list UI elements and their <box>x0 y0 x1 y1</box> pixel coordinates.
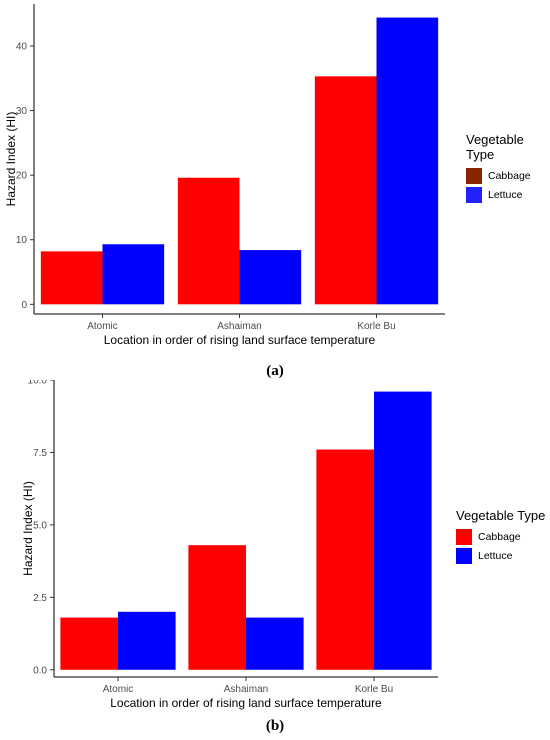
legend-swatch-cabbage <box>456 528 472 545</box>
y-tick-label: 10 <box>16 235 28 246</box>
bar-cabbage-korle-bu <box>314 76 377 305</box>
legend-item-cabbage: Cabbage <box>466 166 550 185</box>
y-tick-label: 10.0 <box>28 380 48 387</box>
y-tick-label: 40 <box>16 41 28 52</box>
bar-lettuce-atomic <box>118 611 176 670</box>
legend-item-lettuce: Lettuce <box>456 546 545 565</box>
bar-lettuce-ashaiman <box>246 617 304 670</box>
bar-chart-a: 0 10 20 30 40 Atomic Ashaiman Korle BuLocation … <box>4 4 445 347</box>
legend-label-cabbage: Cabbage <box>488 169 531 182</box>
legend-label-lettuce: Lettuce <box>488 188 523 201</box>
caption-a: (a) <box>266 363 284 379</box>
legend-label-lettuce: Lettuce <box>478 549 513 562</box>
bar-chart-b: 0.0 2.5 5.0 7.5 10.0 Atomic Ashaiman Korle BuLo… <box>21 380 438 710</box>
legend-title: Vegetable Type <box>456 508 546 523</box>
y-tick-label: 0 <box>21 300 27 311</box>
bar-cabbage-korle-bu <box>316 449 374 670</box>
bar-cabbage-atomic <box>60 617 118 670</box>
y-tick-label: 0.0 <box>33 665 47 676</box>
legend-title: Vegetable Type <box>466 132 524 162</box>
legend-swatch-lettuce <box>456 547 472 564</box>
x-axis-title: Location in order of rising land surface… <box>110 696 382 710</box>
x-tick-label: Atomic <box>103 684 134 695</box>
bar-lettuce-korle-bu <box>376 17 439 305</box>
y-tick-label: 7.5 <box>33 448 47 459</box>
caption-b: (b) <box>265 718 285 734</box>
y-axis-title: Hazard Index (HI) <box>4 112 18 207</box>
x-tick-label: Korle Bu <box>357 321 395 332</box>
y-tick-label: 5.0 <box>33 520 47 531</box>
y-axis-title: Hazard Index (HI) <box>21 481 35 576</box>
bar-cabbage-ashaiman <box>188 545 246 670</box>
legend-item-lettuce: Lettuce <box>466 185 550 204</box>
x-tick-label: Ashaiman <box>224 684 268 695</box>
y-tick-label: 30 <box>16 106 28 117</box>
bar-lettuce-ashaiman <box>239 250 302 305</box>
bar-lettuce-korle-bu <box>374 391 432 670</box>
legend-swatch-cabbage <box>466 167 482 184</box>
chart-panel-a: 0 10 20 30 40 Atomic Ashaiman Korle Bu Location … <box>0 0 550 360</box>
legend-b: Vegetable Type Cabbage Lettuce <box>456 508 545 565</box>
y-tick-label: 2.5 <box>33 593 47 604</box>
legend-item-cabbage: Cabbage <box>456 527 545 546</box>
x-tick-label: Korle Bu <box>355 684 393 695</box>
bar-cabbage-atomic <box>40 251 103 305</box>
chart-panel-b: 0.0 2.5 5.0 7.5 10.0 Atomic Ashaiman Korle Bu Lo… <box>0 380 550 710</box>
x-axis-title: Location in order of rising land surface… <box>104 333 376 347</box>
y-tick-label: 20 <box>16 171 28 182</box>
bar-cabbage-ashaiman <box>177 177 240 305</box>
legend-a: Vegetable Type Cabbage Lettuce <box>466 132 550 204</box>
x-tick-label: Ashaiman <box>217 321 261 332</box>
legend-swatch-lettuce <box>466 186 482 203</box>
legend-label-cabbage: Cabbage <box>478 530 521 543</box>
bar-lettuce-atomic <box>102 244 165 305</box>
x-tick-label: Atomic <box>87 321 118 332</box>
